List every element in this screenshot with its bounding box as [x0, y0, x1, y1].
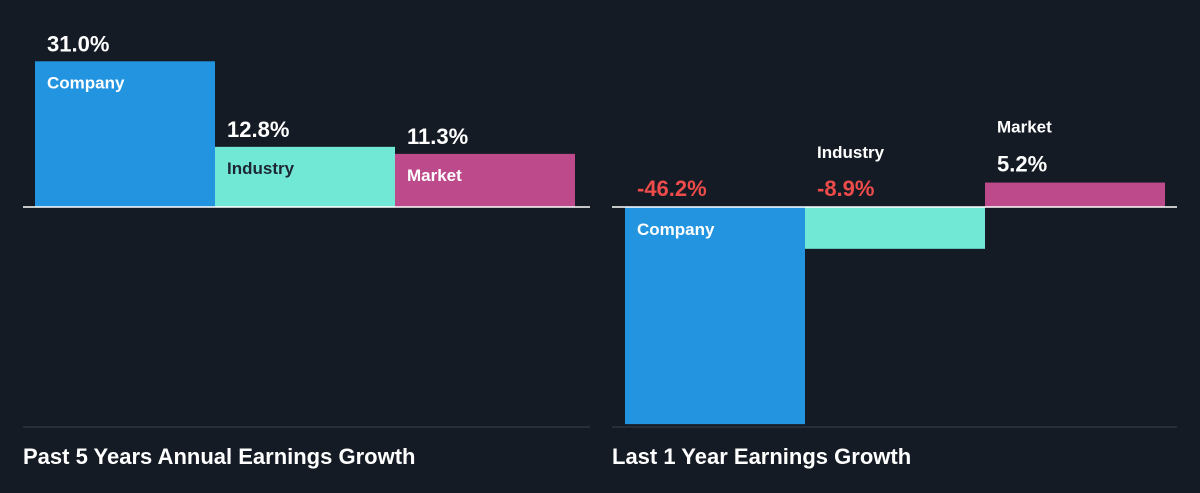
bar-industry: [215, 146, 395, 207]
bar-market: [985, 182, 1165, 207]
panel-last-1-year: -46.2% Company -8.9% Industry 5.2% Market: [612, 118, 1177, 428]
value-label-industry: 12.8%: [227, 117, 289, 142]
category-label-company: Company: [637, 220, 715, 239]
category-label-company: Company: [47, 73, 125, 92]
chart-title-past-5-years: Past 5 Years Annual Earnings Growth: [23, 444, 416, 469]
value-label-industry: -8.9%: [817, 176, 874, 201]
bar-company: [625, 207, 805, 425]
value-label-company: -46.2%: [637, 176, 707, 201]
category-label-industry: Industry: [817, 143, 885, 162]
bar-market: [395, 153, 575, 207]
category-label-market: Market: [997, 118, 1052, 137]
chart-title-last-1-year: Last 1 Year Earnings Growth: [612, 444, 912, 469]
category-label-industry: Industry: [227, 159, 295, 178]
panel-past-5-years: 31.0% Company 12.8% Industry 11.3% Market: [23, 31, 590, 428]
value-label-market: 5.2%: [997, 152, 1047, 177]
bar-industry: [805, 207, 985, 249]
value-label-market: 11.3%: [407, 124, 468, 149]
value-label-company: 31.0%: [47, 31, 109, 56]
category-label-market: Market: [407, 166, 462, 185]
bar-company: [35, 61, 215, 207]
